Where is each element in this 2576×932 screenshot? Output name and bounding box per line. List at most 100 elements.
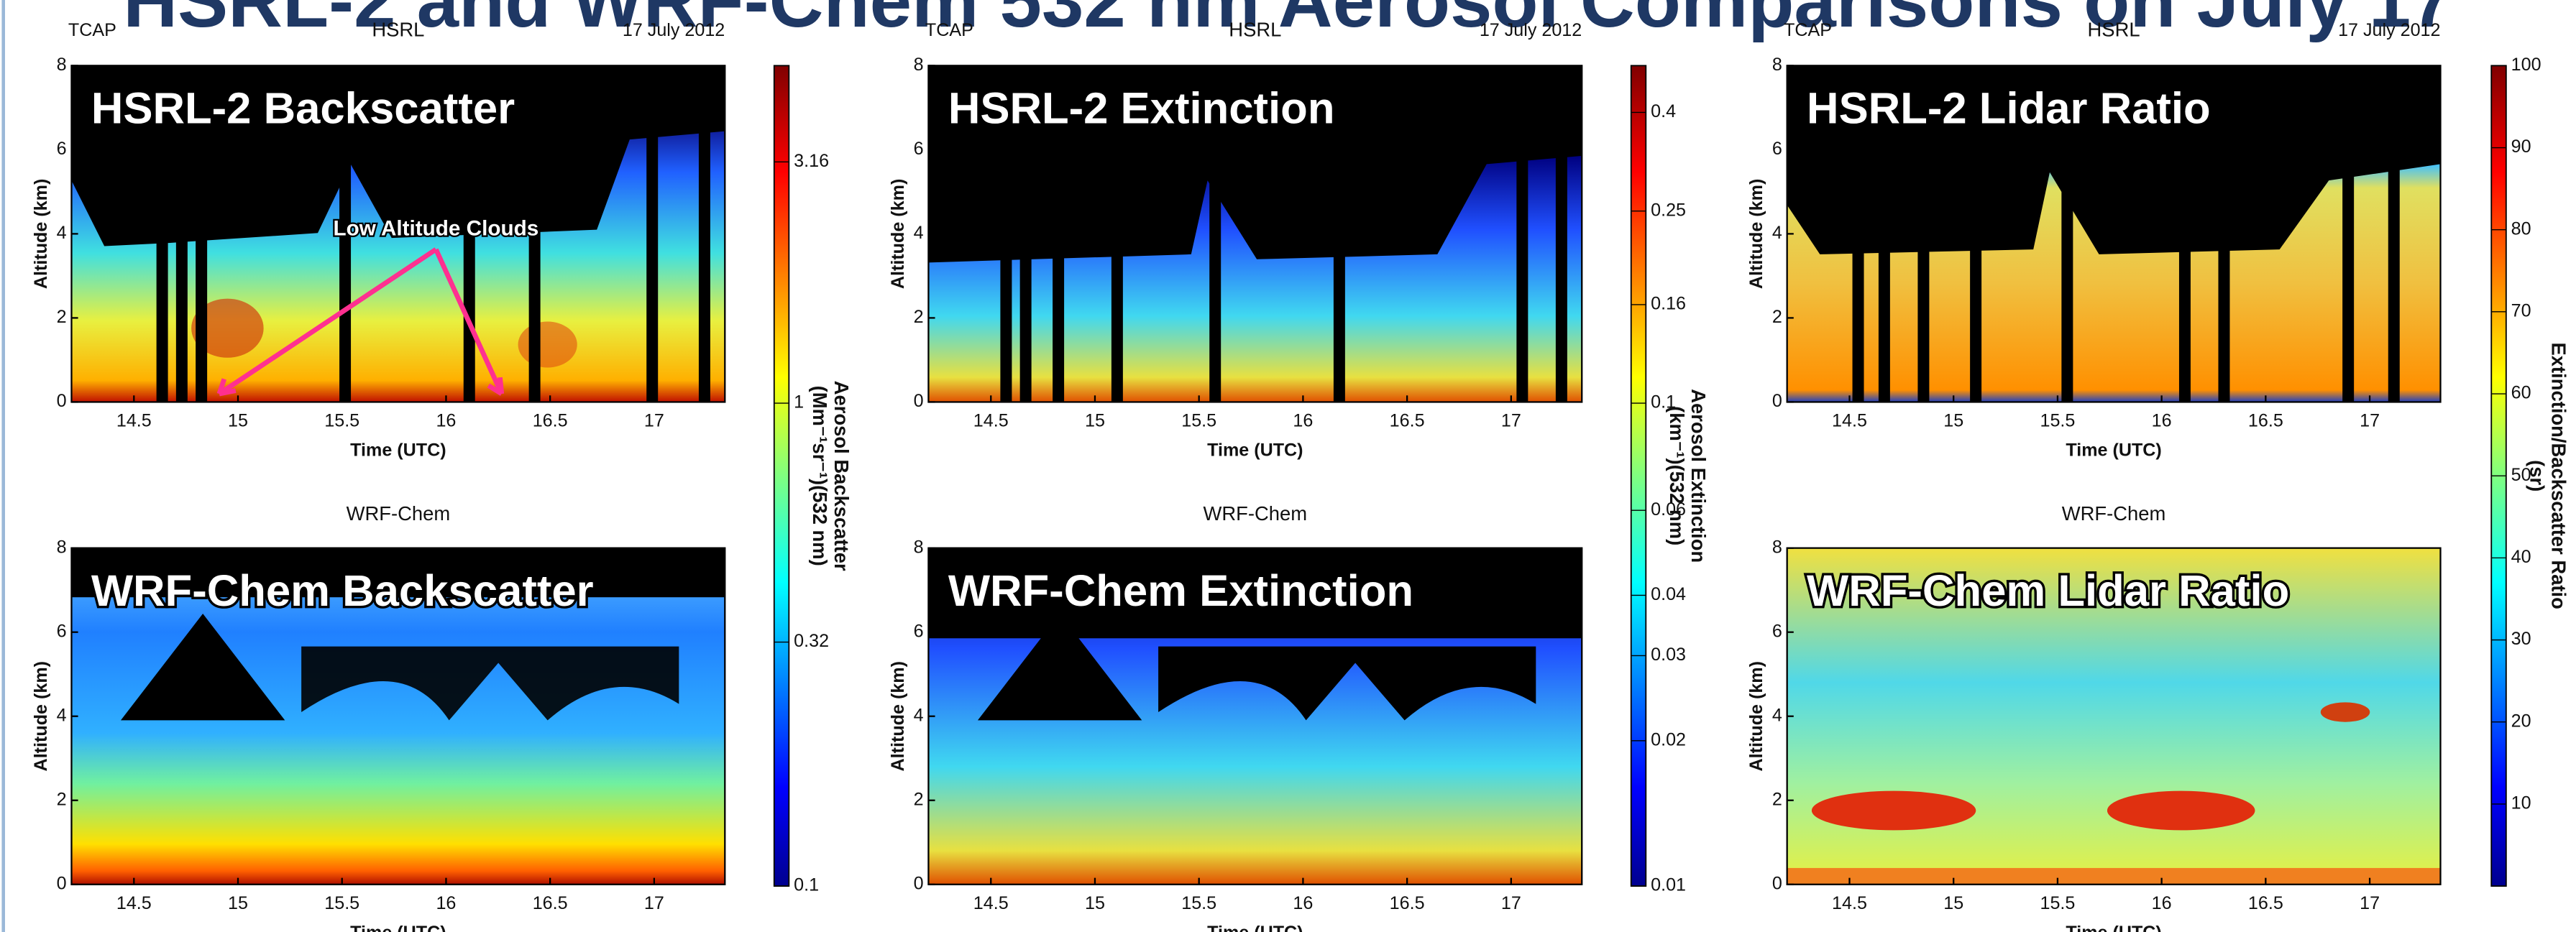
y-tick-label: 2 [57,307,67,327]
y-axis-label: Altitude (km) [1746,179,1766,289]
colorbar-tick-label: 0.06 [1651,499,1686,520]
colorbar-label: (sr) [2526,460,2549,492]
y-tick-label: 0 [57,873,67,893]
void [928,548,1582,639]
heatmap [928,548,1582,885]
data-gap [1970,65,1982,402]
void [120,614,285,721]
data-gap [196,65,208,402]
colorbar-tick-label: 3.16 [794,151,829,171]
plume [191,298,264,358]
colorbar-label: (Mm⁻¹sr⁻¹)(532 nm) [809,386,831,566]
y-tick-label: 4 [914,223,924,243]
panel-title: HSRL [372,19,424,41]
data-gap [1516,65,1528,402]
header-right: 17 July 2012 [2338,20,2440,40]
x-tick-label: 14.5 [116,410,152,430]
data-gap [175,65,188,402]
colorbar-tick-label: 0.03 [1651,645,1686,665]
data-gap [1333,65,1345,402]
y-tick-label: 6 [914,621,924,641]
x-tick-label: 16.5 [1390,410,1425,430]
y-tick-label: 0 [914,391,924,411]
colorbar-tick-label: 0.04 [1651,584,1686,604]
colorbar-tick-label: 0.02 [1651,729,1686,749]
data-gap [1852,65,1864,402]
data-gap [2178,65,2191,402]
plume [518,321,577,368]
data-gap [2061,65,2073,402]
y-tick-label: 4 [57,223,67,243]
data-gap [156,65,168,402]
data-gap [528,65,541,402]
low-band [1787,867,2441,885]
x-tick-label: 15 [1943,893,1963,913]
x-tick-label: 14.5 [973,893,1009,913]
colorbar-label: Aerosol Backscatter [830,381,853,571]
x-tick-label: 17 [644,893,664,913]
x-axis-label: Time (UTC) [1207,923,1303,932]
x-tick-label: 17 [1501,893,1521,913]
x-tick-label: 16 [1293,893,1313,913]
y-tick-label: 2 [914,307,924,327]
panel-label: WRF-Chem Extinction [948,566,1413,616]
panel-label: HSRL-2 Lidar Ratio [1807,84,2211,134]
y-tick-label: 2 [914,789,924,809]
x-tick-label: 15.5 [2040,893,2075,913]
x-tick-label: 17 [2360,410,2380,430]
x-tick-label: 16 [2152,893,2172,913]
panel-title: WRF-Chem [2062,502,2166,525]
x-axis-label: Time (UTC) [2066,923,2161,932]
colorbar [1630,65,1647,887]
y-tick-label: 0 [1772,873,1782,893]
annotation-arrow [216,247,505,397]
data-gap [1111,65,1123,402]
x-tick-label: 17 [644,410,664,430]
x-tick-label: 16.5 [1390,893,1425,913]
panel-label: HSRL-2 Extinction [948,84,1335,134]
y-axis-label: Altitude (km) [888,661,908,771]
colorbar-tick-label: 0.1 [794,875,819,895]
slide-title: HSRL-2 and WRF-Chem 532 nm Aerosol Compa… [123,0,2453,43]
y-tick-label: 6 [1772,621,1782,641]
colorbar-tick-label: 70 [2511,300,2531,320]
y-tick-label: 8 [914,55,924,75]
x-tick-label: 15 [1085,893,1105,913]
x-tick-label: 15 [228,410,248,430]
x-tick-label: 15.5 [324,410,359,430]
x-tick-label: 16 [1293,410,1313,430]
high-ratio [2320,702,2370,722]
panel-label: WRF-Chem Lidar Ratio [1807,566,2289,616]
x-tick-label: 15 [228,893,248,913]
aerosol-layer [1787,164,2441,402]
colorbar-label: Extinction/Backscatter Ratio [2547,342,2570,609]
x-tick-label: 16.5 [2248,410,2283,430]
header-right: 17 July 2012 [1480,20,1582,40]
x-axis-label: Time (UTC) [2066,440,2161,461]
y-tick-label: 0 [1772,391,1782,411]
x-tick-label: 15.5 [1181,410,1216,430]
x-tick-label: 14.5 [1832,410,1867,430]
y-tick-label: 8 [1772,537,1782,557]
x-tick-label: 15 [1943,410,1963,430]
y-tick-label: 4 [57,705,67,725]
data-gap [1917,65,1930,402]
colorbar-tick-label: 60 [2511,383,2531,403]
x-axis-label: Time (UTC) [350,440,446,461]
y-axis-label: Altitude (km) [888,179,908,289]
colorbar-tick-label: 10 [2511,793,2531,813]
colorbar-tick-label: 80 [2511,218,2531,239]
high-ratio [2107,790,2255,831]
heatmap [71,548,725,885]
panel-label: HSRL-2 Backscatter [91,84,515,134]
y-tick-label: 2 [1772,789,1782,809]
high-ratio [1811,790,1976,831]
colorbar-label: Aerosol Extinction [1687,389,1710,563]
void [301,646,679,721]
x-tick-label: 16 [2152,410,2172,430]
colorbar-tick-label: 90 [2511,137,2531,157]
colorbar-tick-label: 50 [2511,465,2531,485]
panel-title: WRF-Chem [347,502,451,525]
y-tick-label: 0 [914,873,924,893]
